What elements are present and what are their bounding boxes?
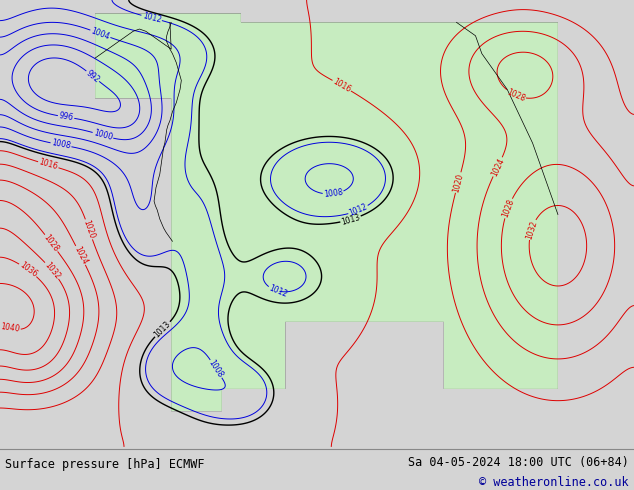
Text: 1028: 1028 xyxy=(42,233,61,253)
Text: 1013: 1013 xyxy=(340,213,361,226)
Text: 1024: 1024 xyxy=(72,245,89,266)
Text: 1008: 1008 xyxy=(51,139,71,151)
Text: 1004: 1004 xyxy=(90,26,111,41)
Text: 1028: 1028 xyxy=(505,87,526,103)
Text: 1000: 1000 xyxy=(93,128,113,142)
Text: 996: 996 xyxy=(58,111,74,122)
Text: Surface pressure [hPa] ECMWF: Surface pressure [hPa] ECMWF xyxy=(5,458,205,471)
Text: 1008: 1008 xyxy=(323,188,344,199)
Text: 1012: 1012 xyxy=(347,202,369,218)
Text: 1013: 1013 xyxy=(153,319,172,339)
Text: 1008: 1008 xyxy=(207,358,225,379)
Text: 1012: 1012 xyxy=(268,283,289,299)
Text: 1032: 1032 xyxy=(524,219,539,240)
Text: 1016: 1016 xyxy=(38,158,59,172)
Text: 1024: 1024 xyxy=(489,156,506,177)
Text: Sa 04-05-2024 18:00 UTC (06+84): Sa 04-05-2024 18:00 UTC (06+84) xyxy=(408,456,629,469)
Text: 1020: 1020 xyxy=(82,219,96,240)
Text: © weatheronline.co.uk: © weatheronline.co.uk xyxy=(479,476,629,489)
Text: 1028: 1028 xyxy=(500,198,515,219)
Text: 1016: 1016 xyxy=(331,77,353,94)
Text: 1032: 1032 xyxy=(42,260,61,281)
Text: 1040: 1040 xyxy=(0,322,20,334)
Text: 1012: 1012 xyxy=(141,11,162,24)
Text: 992: 992 xyxy=(84,68,101,84)
Text: 1020: 1020 xyxy=(451,172,465,193)
Text: 1036: 1036 xyxy=(18,261,39,279)
